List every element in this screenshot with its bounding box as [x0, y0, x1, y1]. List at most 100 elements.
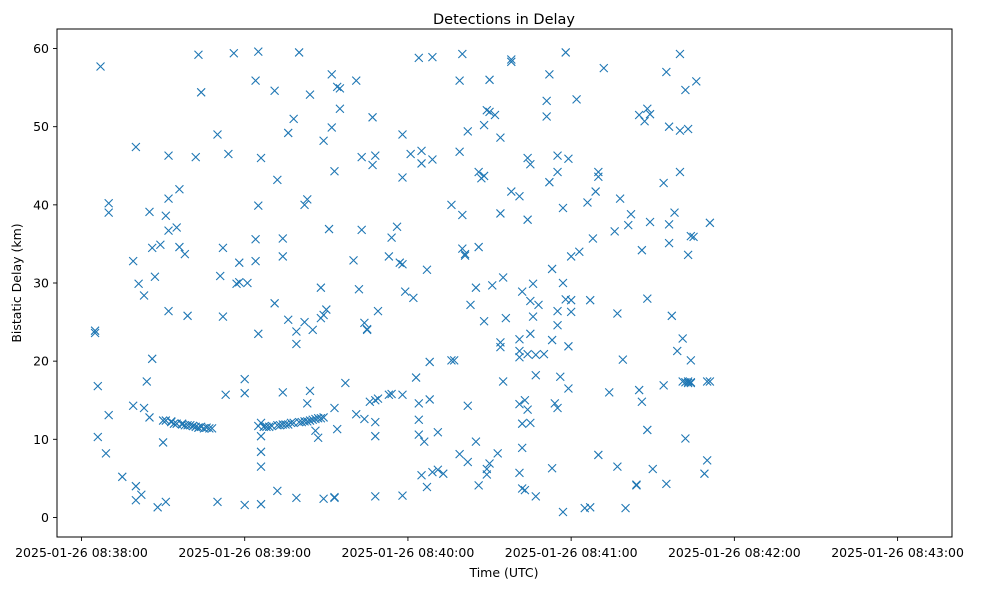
y-tick-label: 20	[33, 354, 49, 369]
data-point	[292, 493, 301, 503]
data-point	[455, 147, 465, 157]
data-point	[175, 184, 184, 194]
data-point	[398, 390, 407, 400]
data-point	[670, 208, 679, 218]
data-point	[515, 346, 524, 356]
data-point	[539, 349, 549, 359]
data-point	[474, 242, 484, 252]
data-point	[686, 231, 696, 241]
data-point	[517, 443, 527, 453]
data-point	[702, 377, 712, 386]
data-point	[525, 296, 535, 306]
data-point	[207, 423, 217, 433]
data-point	[147, 354, 157, 364]
data-point	[223, 149, 233, 159]
data-point	[588, 234, 598, 243]
data-point	[637, 245, 647, 255]
data-point	[681, 85, 690, 95]
data-point	[642, 294, 652, 304]
data-point	[599, 63, 609, 73]
data-point	[93, 381, 103, 391]
data-point	[234, 258, 244, 268]
data-point	[517, 287, 527, 296]
data-point	[164, 226, 173, 236]
data-point	[691, 76, 701, 86]
data-point	[414, 398, 424, 408]
data-point	[253, 201, 263, 211]
data-point	[566, 307, 576, 317]
data-point	[240, 388, 250, 398]
data-point	[515, 352, 524, 362]
data-point	[150, 272, 160, 282]
x-tick-label: 2025-01-26 08:38:00	[15, 545, 148, 560]
data-point	[218, 243, 228, 253]
data-point	[648, 464, 658, 474]
data-point	[414, 53, 424, 63]
data-point	[270, 86, 280, 96]
data-point	[498, 273, 508, 282]
data-point	[251, 76, 260, 85]
data-point	[104, 410, 114, 420]
data-point	[479, 171, 489, 181]
data-point	[506, 187, 516, 196]
data-point	[319, 413, 328, 422]
data-point	[370, 491, 380, 501]
data-point	[667, 311, 677, 321]
data-point	[311, 426, 320, 436]
data-point	[634, 385, 644, 395]
data-point	[425, 357, 435, 367]
data-point	[104, 198, 114, 208]
data-point	[564, 341, 573, 351]
data-point	[327, 69, 337, 79]
data-point	[330, 403, 339, 413]
data-point	[501, 313, 511, 323]
data-point	[411, 373, 421, 382]
data-point	[683, 250, 693, 260]
data-point	[370, 431, 380, 441]
plot-frame	[56, 28, 953, 538]
data-point	[387, 389, 396, 399]
data-point	[172, 223, 182, 232]
data-point	[517, 484, 527, 493]
data-point	[104, 208, 114, 218]
data-point	[96, 62, 105, 71]
data-point	[319, 310, 328, 320]
data-point	[292, 327, 301, 336]
data-point	[621, 503, 630, 513]
data-point	[188, 421, 198, 431]
data-point	[675, 49, 685, 59]
data-point	[191, 152, 201, 162]
y-tick-label: 50	[33, 119, 49, 134]
data-point	[632, 481, 641, 490]
data-point	[542, 96, 552, 106]
data-point	[702, 456, 712, 465]
data-point	[642, 104, 652, 114]
data-point	[324, 224, 334, 234]
data-point	[398, 130, 407, 139]
data-point	[136, 490, 146, 500]
data-point	[583, 198, 592, 207]
data-point	[564, 384, 573, 393]
data-point	[613, 309, 622, 318]
data-point	[506, 55, 516, 64]
data-point	[240, 374, 250, 384]
data-point	[471, 437, 481, 447]
data-point	[302, 398, 312, 408]
data-point	[330, 493, 339, 503]
data-point	[251, 256, 260, 266]
data-point	[417, 470, 426, 480]
data-point	[615, 194, 625, 203]
data-point	[528, 312, 538, 321]
data-point	[683, 377, 693, 386]
data-point	[447, 200, 456, 210]
data-point	[155, 240, 165, 250]
data-point	[525, 329, 535, 339]
data-point	[365, 397, 375, 407]
data-point	[553, 306, 562, 316]
data-point	[422, 482, 432, 492]
y-tick-label: 0	[41, 510, 49, 525]
data-point	[515, 468, 524, 478]
data-point	[349, 255, 358, 265]
data-point	[145, 413, 154, 422]
data-point	[531, 350, 541, 360]
